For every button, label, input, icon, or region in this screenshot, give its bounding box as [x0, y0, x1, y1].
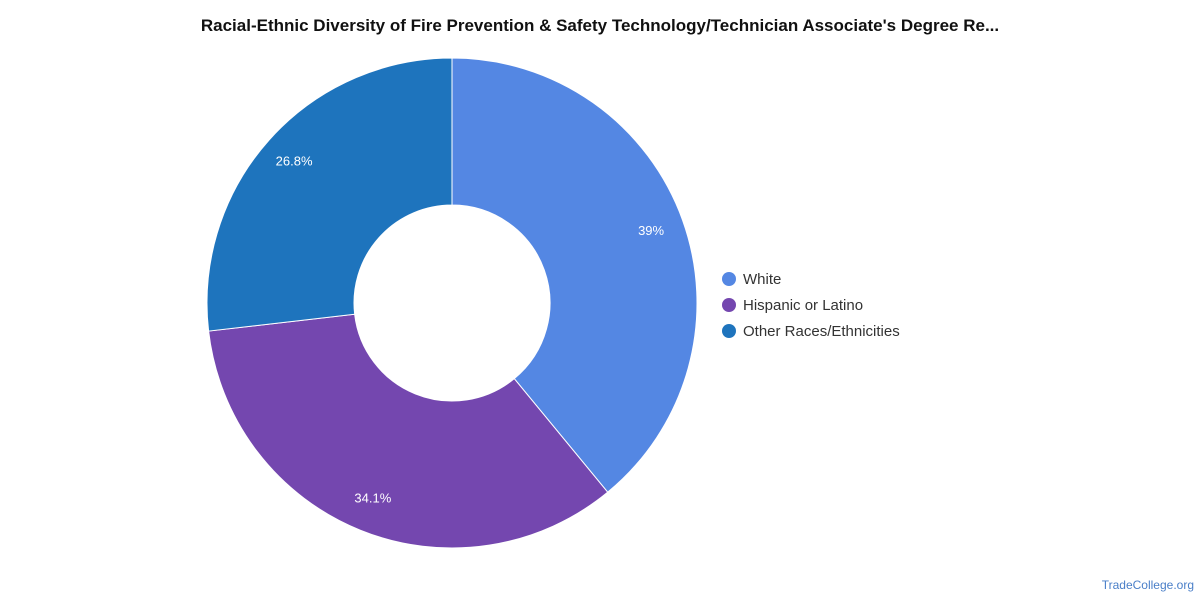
legend-swatch-other-races — [722, 324, 736, 338]
legend-swatch-hispanic-or-latino — [722, 298, 736, 312]
legend-item-hispanic-or-latino[interactable]: Hispanic or Latino — [722, 292, 900, 318]
slice-hispanic-or-latino[interactable] — [208, 313, 609, 549]
legend-item-other-races[interactable]: Other Races/Ethnicities — [722, 318, 900, 344]
attribution-link[interactable]: TradeCollege.org — [1101, 578, 1194, 592]
legend-item-white[interactable]: White — [722, 266, 900, 292]
slice-other-races-ethnicities[interactable] — [206, 57, 453, 332]
legend-label: Hispanic or Latino — [743, 296, 864, 314]
legend-label: Other Races/Ethnicities — [743, 322, 900, 340]
slice-label-hispanic-or-latino: 34.1% — [354, 491, 391, 506]
legend: White Hispanic or Latino Other Races/Eth… — [722, 266, 900, 344]
slice-white[interactable] — [451, 57, 698, 493]
legend-swatch-white — [722, 272, 736, 286]
legend-label: White — [743, 270, 782, 288]
slice-label-other-races-ethnicities: 26.8% — [276, 154, 313, 169]
chart-title: Racial-Ethnic Diversity of Fire Preventi… — [200, 16, 1000, 35]
slice-label-white: 39% — [638, 223, 664, 238]
